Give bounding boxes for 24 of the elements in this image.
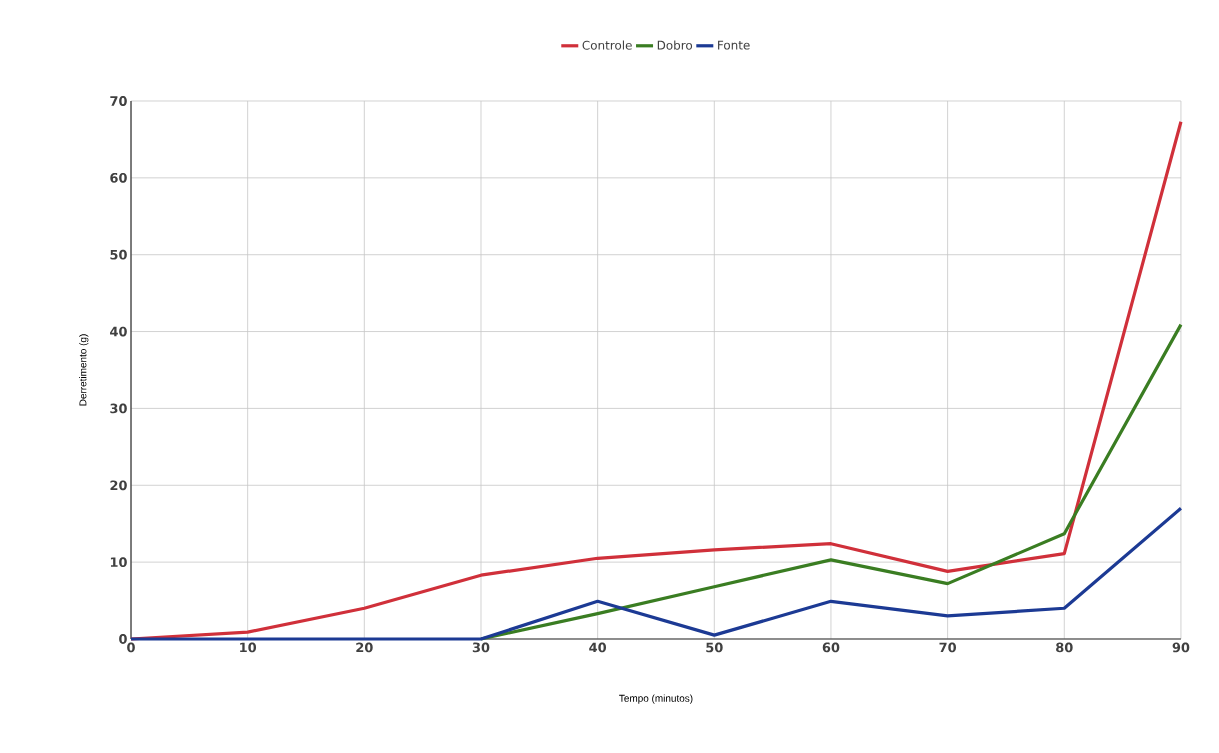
- x-tick-label: 60: [822, 642, 840, 653]
- y-axis-title: Derretimento (g): [79, 334, 89, 406]
- x-tick-label: 10: [240, 642, 257, 653]
- y-tick-label: 40: [110, 326, 127, 337]
- x-axis-title: Tempo (minutos): [619, 694, 693, 704]
- x-tick-label: 0: [127, 642, 135, 653]
- y-tick-label: 30: [110, 403, 127, 414]
- x-tick-label: 30: [472, 642, 490, 653]
- legend-label: Fonte: [718, 40, 750, 50]
- x-tick-label: 50: [706, 642, 723, 653]
- y-tick-label: 20: [110, 480, 127, 491]
- x-tick-label: 70: [939, 642, 957, 653]
- x-tick-label: 90: [1172, 642, 1190, 653]
- legend-label: Controle: [582, 40, 632, 50]
- line-series: [479, 323, 1183, 641]
- x-tick-label: 80: [1056, 642, 1073, 653]
- x-tick-label: 20: [356, 642, 373, 653]
- y-tick-label: 70: [110, 96, 127, 106]
- y-tick-label: 0: [119, 634, 127, 644]
- y-tick-label: 60: [110, 172, 127, 183]
- legend-label: Dobro: [657, 40, 693, 50]
- y-tick-label: 10: [110, 557, 127, 568]
- y-tick-label: 50: [110, 249, 127, 260]
- x-tick-label: 40: [589, 642, 607, 653]
